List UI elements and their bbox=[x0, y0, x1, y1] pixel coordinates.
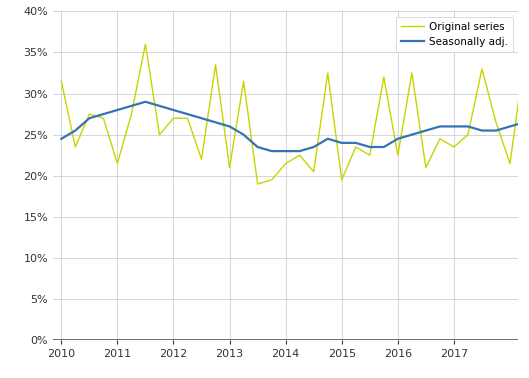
Seasonally adj. bbox=[142, 99, 149, 104]
Original series bbox=[254, 182, 261, 186]
Seasonally adj. bbox=[451, 124, 457, 129]
Seasonally adj. bbox=[521, 120, 527, 125]
Original series bbox=[156, 132, 162, 137]
Original series bbox=[395, 153, 401, 158]
Original series bbox=[409, 71, 415, 75]
Original series bbox=[353, 145, 359, 149]
Original series bbox=[58, 79, 65, 84]
Seasonally adj. bbox=[184, 112, 190, 116]
Original series bbox=[423, 165, 429, 170]
Seasonally adj. bbox=[353, 141, 359, 145]
Original series bbox=[142, 42, 149, 46]
Original series bbox=[339, 178, 345, 182]
Seasonally adj. bbox=[100, 112, 106, 116]
Seasonally adj. bbox=[254, 145, 261, 149]
Original series bbox=[86, 112, 93, 116]
Seasonally adj. bbox=[297, 149, 303, 153]
Original series bbox=[170, 116, 177, 121]
Original series bbox=[521, 59, 527, 63]
Original series bbox=[100, 116, 106, 121]
Seasonally adj. bbox=[226, 124, 233, 129]
Original series bbox=[493, 120, 499, 125]
Seasonally adj. bbox=[437, 124, 443, 129]
Seasonally adj. bbox=[212, 120, 218, 125]
Original series bbox=[367, 153, 373, 158]
Legend: Original series, Seasonally adj.: Original series, Seasonally adj. bbox=[396, 17, 513, 52]
Original series bbox=[437, 136, 443, 141]
Seasonally adj. bbox=[268, 149, 275, 153]
Original series bbox=[212, 62, 218, 67]
Original series bbox=[268, 178, 275, 182]
Original series bbox=[381, 75, 387, 79]
Original series bbox=[282, 161, 289, 166]
Original series bbox=[311, 169, 317, 174]
Seasonally adj. bbox=[409, 132, 415, 137]
Original series bbox=[297, 153, 303, 158]
Seasonally adj. bbox=[58, 136, 65, 141]
Seasonally adj. bbox=[170, 108, 177, 112]
Seasonally adj. bbox=[423, 128, 429, 133]
Seasonally adj. bbox=[72, 128, 78, 133]
Original series bbox=[325, 71, 331, 75]
Seasonally adj. bbox=[240, 132, 247, 137]
Seasonally adj. bbox=[86, 116, 93, 121]
Seasonally adj. bbox=[395, 136, 401, 141]
Original series bbox=[479, 67, 485, 71]
Seasonally adj. bbox=[198, 116, 205, 121]
Seasonally adj. bbox=[479, 128, 485, 133]
Original series bbox=[198, 157, 205, 162]
Original series bbox=[451, 145, 457, 149]
Original series bbox=[114, 161, 121, 166]
Seasonally adj. bbox=[465, 124, 471, 129]
Seasonally adj. bbox=[325, 136, 331, 141]
Seasonally adj. bbox=[367, 145, 373, 149]
Original series bbox=[507, 161, 513, 166]
Line: Original series: Original series bbox=[61, 44, 529, 184]
Seasonally adj. bbox=[493, 128, 499, 133]
Seasonally adj. bbox=[282, 149, 289, 153]
Seasonally adj. bbox=[156, 104, 162, 108]
Original series bbox=[240, 79, 247, 84]
Original series bbox=[465, 132, 471, 137]
Original series bbox=[184, 116, 190, 121]
Seasonally adj. bbox=[507, 124, 513, 129]
Original series bbox=[128, 112, 134, 116]
Original series bbox=[72, 145, 78, 149]
Seasonally adj. bbox=[114, 108, 121, 112]
Line: Seasonally adj.: Seasonally adj. bbox=[61, 85, 529, 151]
Seasonally adj. bbox=[311, 145, 317, 149]
Seasonally adj. bbox=[339, 141, 345, 145]
Seasonally adj. bbox=[381, 145, 387, 149]
Original series bbox=[226, 165, 233, 170]
Seasonally adj. bbox=[128, 104, 134, 108]
